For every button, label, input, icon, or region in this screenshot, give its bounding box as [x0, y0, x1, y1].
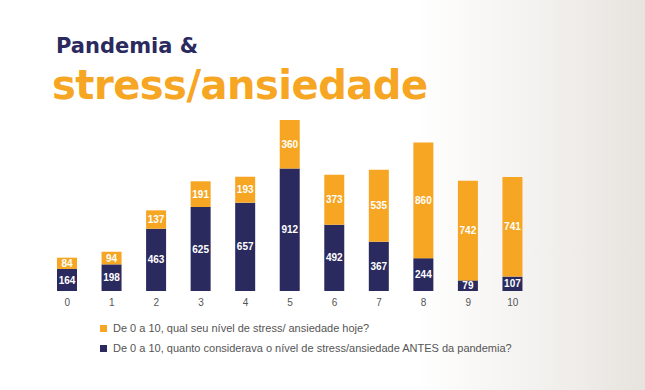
svg-text:94: 94 [106, 253, 118, 264]
svg-text:6: 6 [332, 297, 338, 308]
svg-text:742: 742 [460, 225, 477, 236]
svg-text:1: 1 [109, 297, 115, 308]
svg-text:860: 860 [415, 195, 432, 206]
svg-text:9: 9 [465, 297, 471, 308]
svg-text:360: 360 [281, 139, 298, 150]
svg-text:535: 535 [370, 200, 387, 211]
svg-text:10: 10 [507, 297, 519, 308]
svg-text:84: 84 [61, 258, 73, 269]
svg-text:7: 7 [376, 297, 382, 308]
svg-text:367: 367 [370, 261, 387, 272]
svg-text:137: 137 [148, 214, 165, 225]
svg-text:625: 625 [192, 244, 209, 255]
svg-text:0: 0 [64, 297, 70, 308]
svg-text:164: 164 [59, 275, 76, 286]
svg-text:8: 8 [421, 297, 427, 308]
html-text:De 0 a 10, quanto considerava: De 0 a 10, quanto considerava o nível de… [113, 342, 512, 354]
svg-text:198: 198 [103, 272, 120, 283]
svg-text:4: 4 [243, 297, 249, 308]
svg-text:193: 193 [237, 184, 254, 195]
html-text:Pandemia &: Pandemia & [56, 34, 199, 58]
svg-text:741: 741 [504, 221, 521, 232]
svg-text:79: 79 [462, 280, 474, 291]
svg-text:657: 657 [237, 241, 254, 252]
svg-text:3: 3 [198, 297, 204, 308]
svg-text:373: 373 [326, 194, 343, 205]
html-text:De 0 a 10, qual seu nível de s: De 0 a 10, qual seu nível de stress/ ans… [113, 322, 370, 334]
svg-text:492: 492 [326, 252, 343, 263]
html-text:stress/ansiedade: stress/ansiedade [52, 62, 428, 108]
svg-text:912: 912 [281, 224, 298, 235]
svg-text:463: 463 [148, 254, 165, 265]
svg-text:244: 244 [415, 269, 432, 280]
svg-text:107: 107 [504, 278, 521, 289]
svg-text:2: 2 [154, 297, 160, 308]
svg-text:5: 5 [287, 297, 293, 308]
svg-text:191: 191 [192, 189, 209, 200]
